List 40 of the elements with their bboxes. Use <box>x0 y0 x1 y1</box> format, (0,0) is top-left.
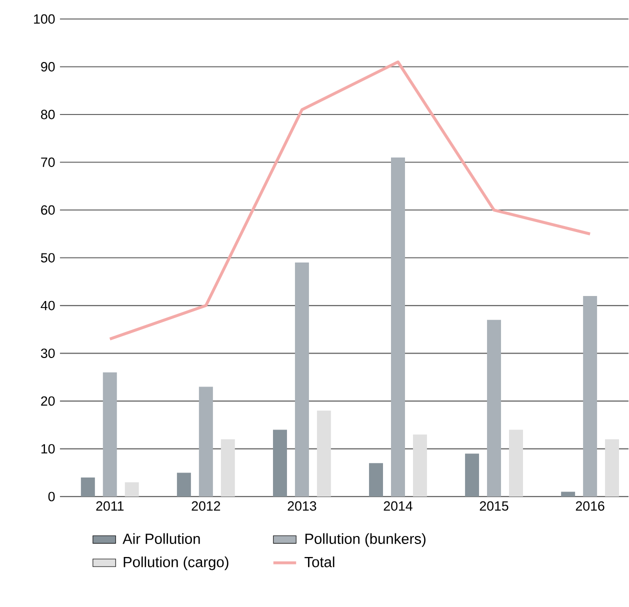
legend-label: Pollution (cargo) <box>124 556 228 570</box>
bar <box>605 439 620 496</box>
y-tick-label: 70 <box>41 157 55 167</box>
x-tick-label: 2012 <box>192 501 220 510</box>
bar <box>391 157 405 496</box>
y-tick-label: 10 <box>41 444 55 454</box>
bar <box>369 462 384 496</box>
y-tick-label: 50 <box>40 252 55 262</box>
y-tick-label: 0 <box>48 492 55 502</box>
bar <box>561 492 576 496</box>
bar <box>80 477 95 496</box>
bar <box>583 296 598 496</box>
bar <box>124 482 139 496</box>
legend-label: Pollution (bunkers) <box>305 532 426 547</box>
bar <box>102 372 117 496</box>
bar <box>465 453 480 496</box>
legend-label: Air Pollution <box>122 532 200 544</box>
legend-label: Total <box>304 556 334 568</box>
y-tick-label: 100 <box>34 14 55 24</box>
x-tick-label: 2014 <box>384 501 412 510</box>
bar <box>176 472 191 496</box>
bar <box>294 262 309 496</box>
x-tick-label: 2015 <box>480 501 508 510</box>
y-tick-label: 60 <box>41 205 55 214</box>
y-tick-label: 30 <box>40 348 55 358</box>
x-tick-label: 2016 <box>576 501 604 510</box>
y-tick-label: 80 <box>41 110 55 119</box>
x-tick-label: 2013 <box>288 501 316 510</box>
bar <box>272 429 287 496</box>
bar <box>198 386 213 496</box>
y-tick-label: 40 <box>40 300 55 310</box>
x-tick-label: 2011 <box>96 501 124 510</box>
bar <box>220 439 235 496</box>
line-series <box>108 60 592 340</box>
y-tick-label: 90 <box>41 62 55 72</box>
bar <box>412 434 427 496</box>
y-tick-label: 20 <box>41 396 55 406</box>
bar <box>487 320 502 496</box>
bar <box>316 410 331 496</box>
bar <box>509 429 524 496</box>
